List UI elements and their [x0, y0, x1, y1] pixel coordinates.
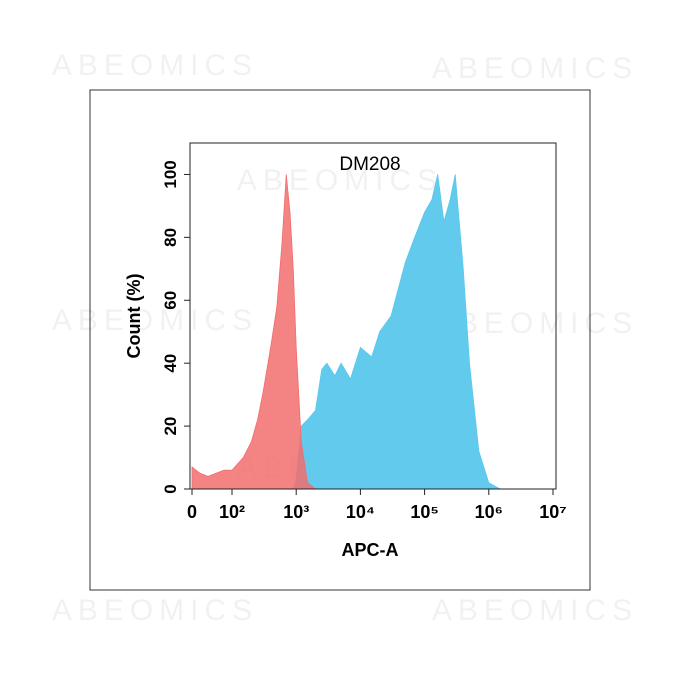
watermark: ABEOMICS: [237, 164, 443, 197]
x-tick-label: 10⁵: [410, 502, 438, 522]
x-axis-label: APC-A: [342, 540, 399, 560]
y-tick-label: 60: [161, 291, 180, 310]
plot-frame: [189, 142, 557, 490]
watermark: ABEOMICS: [432, 52, 638, 85]
watermark: ABEOMICS: [52, 304, 258, 337]
watermark: ABEOMICS: [52, 49, 258, 82]
x-tick-label: 10²: [219, 502, 245, 522]
y-tick-label: 40: [161, 354, 180, 373]
y-axis-label: Count (%): [124, 274, 144, 359]
outer-frame: [89, 89, 591, 591]
y-tick-label: 80: [161, 228, 180, 247]
x-tick-label: 0: [187, 502, 197, 522]
watermark: ABEOMICS: [52, 594, 258, 627]
y-tick-label: 0: [161, 484, 180, 493]
y-tick-label: 100: [161, 160, 180, 188]
y-tick-label: 20: [161, 417, 180, 436]
x-tick-label: 10⁶: [475, 502, 503, 522]
x-tick-label: 10⁷: [539, 502, 566, 522]
x-tick-label: 10⁴: [346, 502, 375, 522]
chart-title: DM208: [339, 154, 400, 175]
watermark: ABEOMICS: [432, 594, 638, 627]
x-tick-label: 10³: [283, 502, 309, 522]
